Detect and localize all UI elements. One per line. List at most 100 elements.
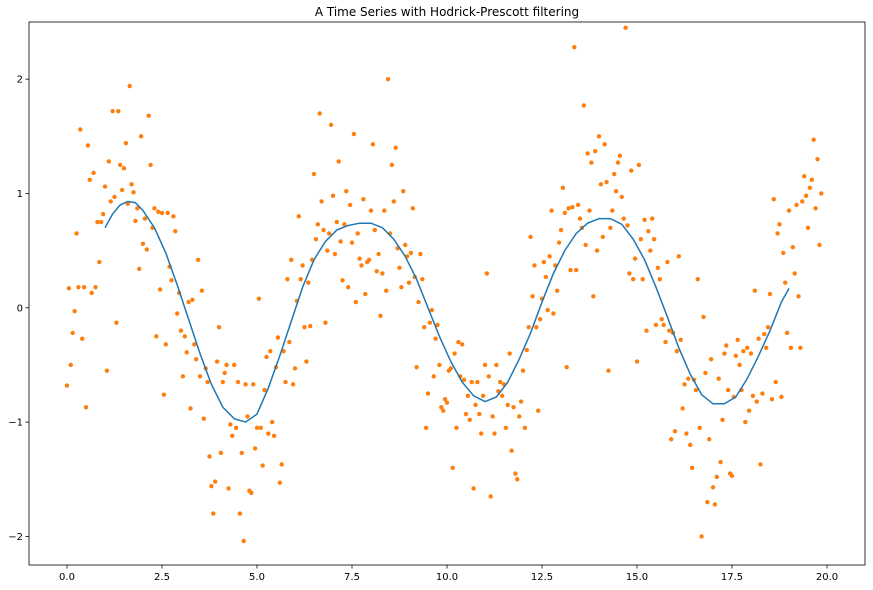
data-point [97, 259, 102, 265]
data-point [703, 370, 708, 376]
data-point [663, 339, 668, 345]
data-point [347, 202, 353, 208]
data-point [672, 429, 678, 434]
data-point [617, 153, 623, 158]
data-point [688, 442, 693, 448]
data-point [708, 357, 714, 362]
data-point [361, 196, 366, 202]
data-point [135, 206, 140, 211]
data-point [767, 291, 773, 297]
x-tick-label: 10.0 [436, 572, 458, 583]
data-point [460, 342, 465, 347]
data-point [640, 277, 645, 282]
data-point [99, 219, 104, 225]
data-point [575, 202, 581, 208]
scatter-layer [64, 25, 824, 544]
y-tick-label: −1 [8, 418, 23, 429]
trend-line [104, 200, 790, 423]
data-point [391, 199, 396, 204]
data-point [116, 108, 121, 114]
x-tick-label: 7.5 [344, 572, 360, 583]
data-point [522, 425, 528, 431]
data-point [680, 406, 685, 411]
data-point [589, 160, 594, 165]
data-point [646, 229, 651, 234]
y-tick-label: 0 [17, 303, 23, 314]
x-tick-label: 15.0 [626, 572, 648, 583]
data-point [634, 359, 640, 364]
data-point [368, 208, 374, 213]
data-point [699, 534, 704, 539]
data-point [271, 433, 277, 439]
data-point [321, 227, 326, 233]
data-point [100, 211, 106, 217]
data-point [781, 250, 786, 256]
data-point [596, 134, 602, 139]
data-point [555, 288, 560, 293]
data-point [638, 237, 643, 242]
data-point [232, 362, 237, 368]
data-point [693, 387, 699, 393]
data-point [433, 336, 438, 341]
data-point [511, 405, 516, 410]
data-point [547, 254, 552, 259]
data-point [444, 400, 450, 405]
data-point [517, 414, 522, 419]
data-point [467, 417, 472, 423]
data-point [252, 446, 258, 451]
data-point [70, 330, 75, 336]
data-point [435, 322, 440, 328]
data-point [142, 216, 148, 221]
data-point [610, 208, 615, 213]
data-point [674, 349, 680, 354]
data-point [152, 206, 157, 211]
data-point [475, 379, 480, 385]
plot-frame [28, 21, 866, 566]
data-point [669, 437, 674, 442]
data-point [156, 209, 161, 214]
data-point [697, 425, 702, 431]
data-point [613, 188, 619, 194]
data-point [602, 142, 607, 147]
data-point [205, 379, 210, 385]
data-point [809, 177, 814, 182]
data-point [416, 299, 421, 305]
data-point [195, 257, 201, 262]
data-point [615, 160, 621, 165]
data-point [355, 231, 360, 236]
data-point [773, 379, 778, 385]
data-point [743, 419, 748, 425]
data-point [722, 351, 727, 356]
data-point [353, 299, 358, 305]
data-point [224, 362, 229, 368]
data-point [233, 425, 239, 431]
data-point [684, 431, 689, 436]
data-point [623, 25, 628, 30]
data-point [800, 199, 805, 204]
x-tick-label: 20.0 [816, 572, 838, 583]
data-point [448, 366, 453, 371]
data-point [657, 277, 662, 282]
data-point [270, 419, 275, 425]
data-point [587, 208, 592, 213]
data-point [745, 345, 750, 350]
data-point [317, 111, 322, 116]
data-point [372, 227, 377, 233]
data-point [399, 285, 404, 290]
data-point [695, 277, 700, 282]
data-point [119, 187, 125, 193]
data-point [249, 490, 254, 496]
data-point [363, 291, 368, 297]
data-point [340, 278, 345, 283]
data-point [526, 325, 531, 330]
data-point [104, 368, 110, 373]
data-point [154, 334, 159, 339]
data-point [792, 271, 797, 276]
data-point [735, 337, 740, 342]
data-point [545, 307, 550, 313]
data-point [815, 156, 820, 162]
data-point [591, 294, 596, 299]
data-point [593, 148, 598, 154]
data-point [194, 357, 199, 362]
